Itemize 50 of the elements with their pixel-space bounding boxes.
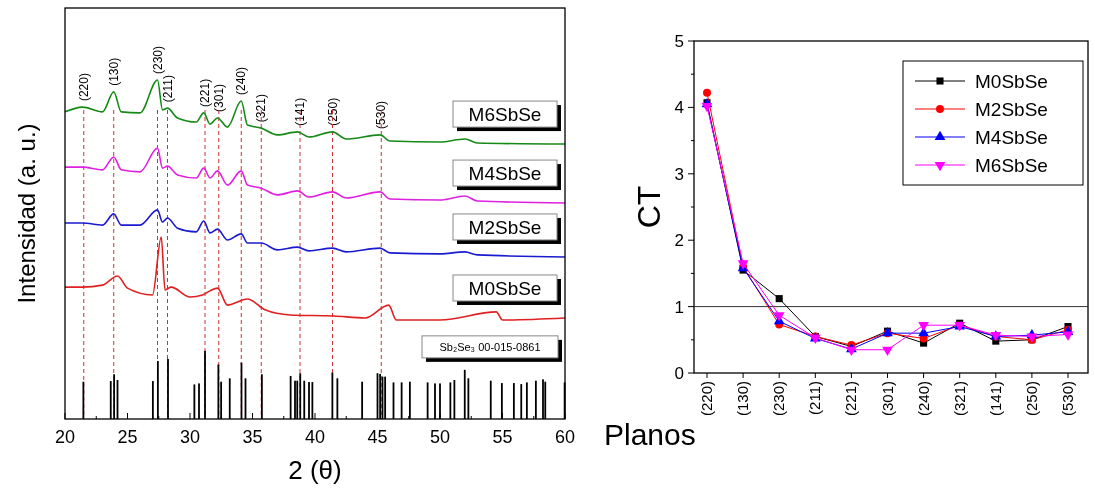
x-tick-label: 55 <box>492 427 513 447</box>
legend-label: M2SbSe <box>975 99 1048 120</box>
annotation: (240) <box>234 67 249 96</box>
x-tick-label: 30 <box>179 427 201 447</box>
x-tick-label: 45 <box>367 427 388 447</box>
y-tick-label: 2 <box>674 231 684 251</box>
legend-label: M6SbSe <box>975 155 1048 176</box>
x-tick-label: (211) <box>806 381 824 415</box>
y-tick-label: 1 <box>674 297 684 317</box>
annotation: (250) <box>325 97 340 126</box>
x-tick-label: 35 <box>242 427 263 447</box>
x-tick-label: 60 <box>554 427 576 447</box>
annotation: (230) <box>150 45 165 74</box>
x-tick-label: 50 <box>429 427 451 447</box>
legend-label: M4SbSe <box>975 127 1048 148</box>
x-tick-label: (141) <box>986 381 1004 417</box>
y-tick-label: 4 <box>674 98 684 118</box>
y-axis-title: Intensidad (a. u.) <box>13 123 40 304</box>
legend-label: M0SbSe <box>975 71 1048 92</box>
annotation: (220) <box>76 73 91 102</box>
x-tick-label: (301) <box>878 381 896 417</box>
annotation: (211) <box>160 75 175 103</box>
x-tick-label: (220) <box>698 381 715 417</box>
x-tick-label: (321) <box>950 381 968 417</box>
series-label: M2SbSe <box>468 216 542 238</box>
x-tick-label: (130) <box>734 381 752 417</box>
x-tick-label: 40 <box>304 427 326 447</box>
annotation: (530) <box>374 100 389 129</box>
annotation: (301) <box>211 83 226 112</box>
annotation: (141) <box>293 97 307 126</box>
y-tick-label: 3 <box>674 164 684 184</box>
x-tick-label: (530) <box>1059 381 1076 417</box>
x-axis-title: 2 (θ) <box>288 455 342 485</box>
y-tick-label: 0 <box>674 364 684 383</box>
series-label: M0SbSe <box>468 277 542 299</box>
x-tick-label: (250) <box>1022 381 1040 417</box>
y-tick-label: 5 <box>674 32 684 51</box>
x-axis-title: Planos <box>604 418 696 451</box>
x-tick-label: 25 <box>117 427 138 447</box>
x-tick-label: (221) <box>842 381 860 417</box>
x-tick-label: (230) <box>770 381 788 417</box>
series-label: M6SbSe <box>468 103 542 125</box>
text: Sb₂Se₃ 00-015-0861 <box>439 340 541 353</box>
annotation: (130) <box>106 57 121 86</box>
x-tick-label: (240) <box>914 381 932 417</box>
y-axis-title: CT <box>631 185 667 229</box>
annotation: (221) <box>198 78 212 107</box>
x-tick-label: 20 <box>54 427 76 447</box>
series-label: M4SbSe <box>468 162 542 184</box>
annotation: (321) <box>254 94 269 123</box>
